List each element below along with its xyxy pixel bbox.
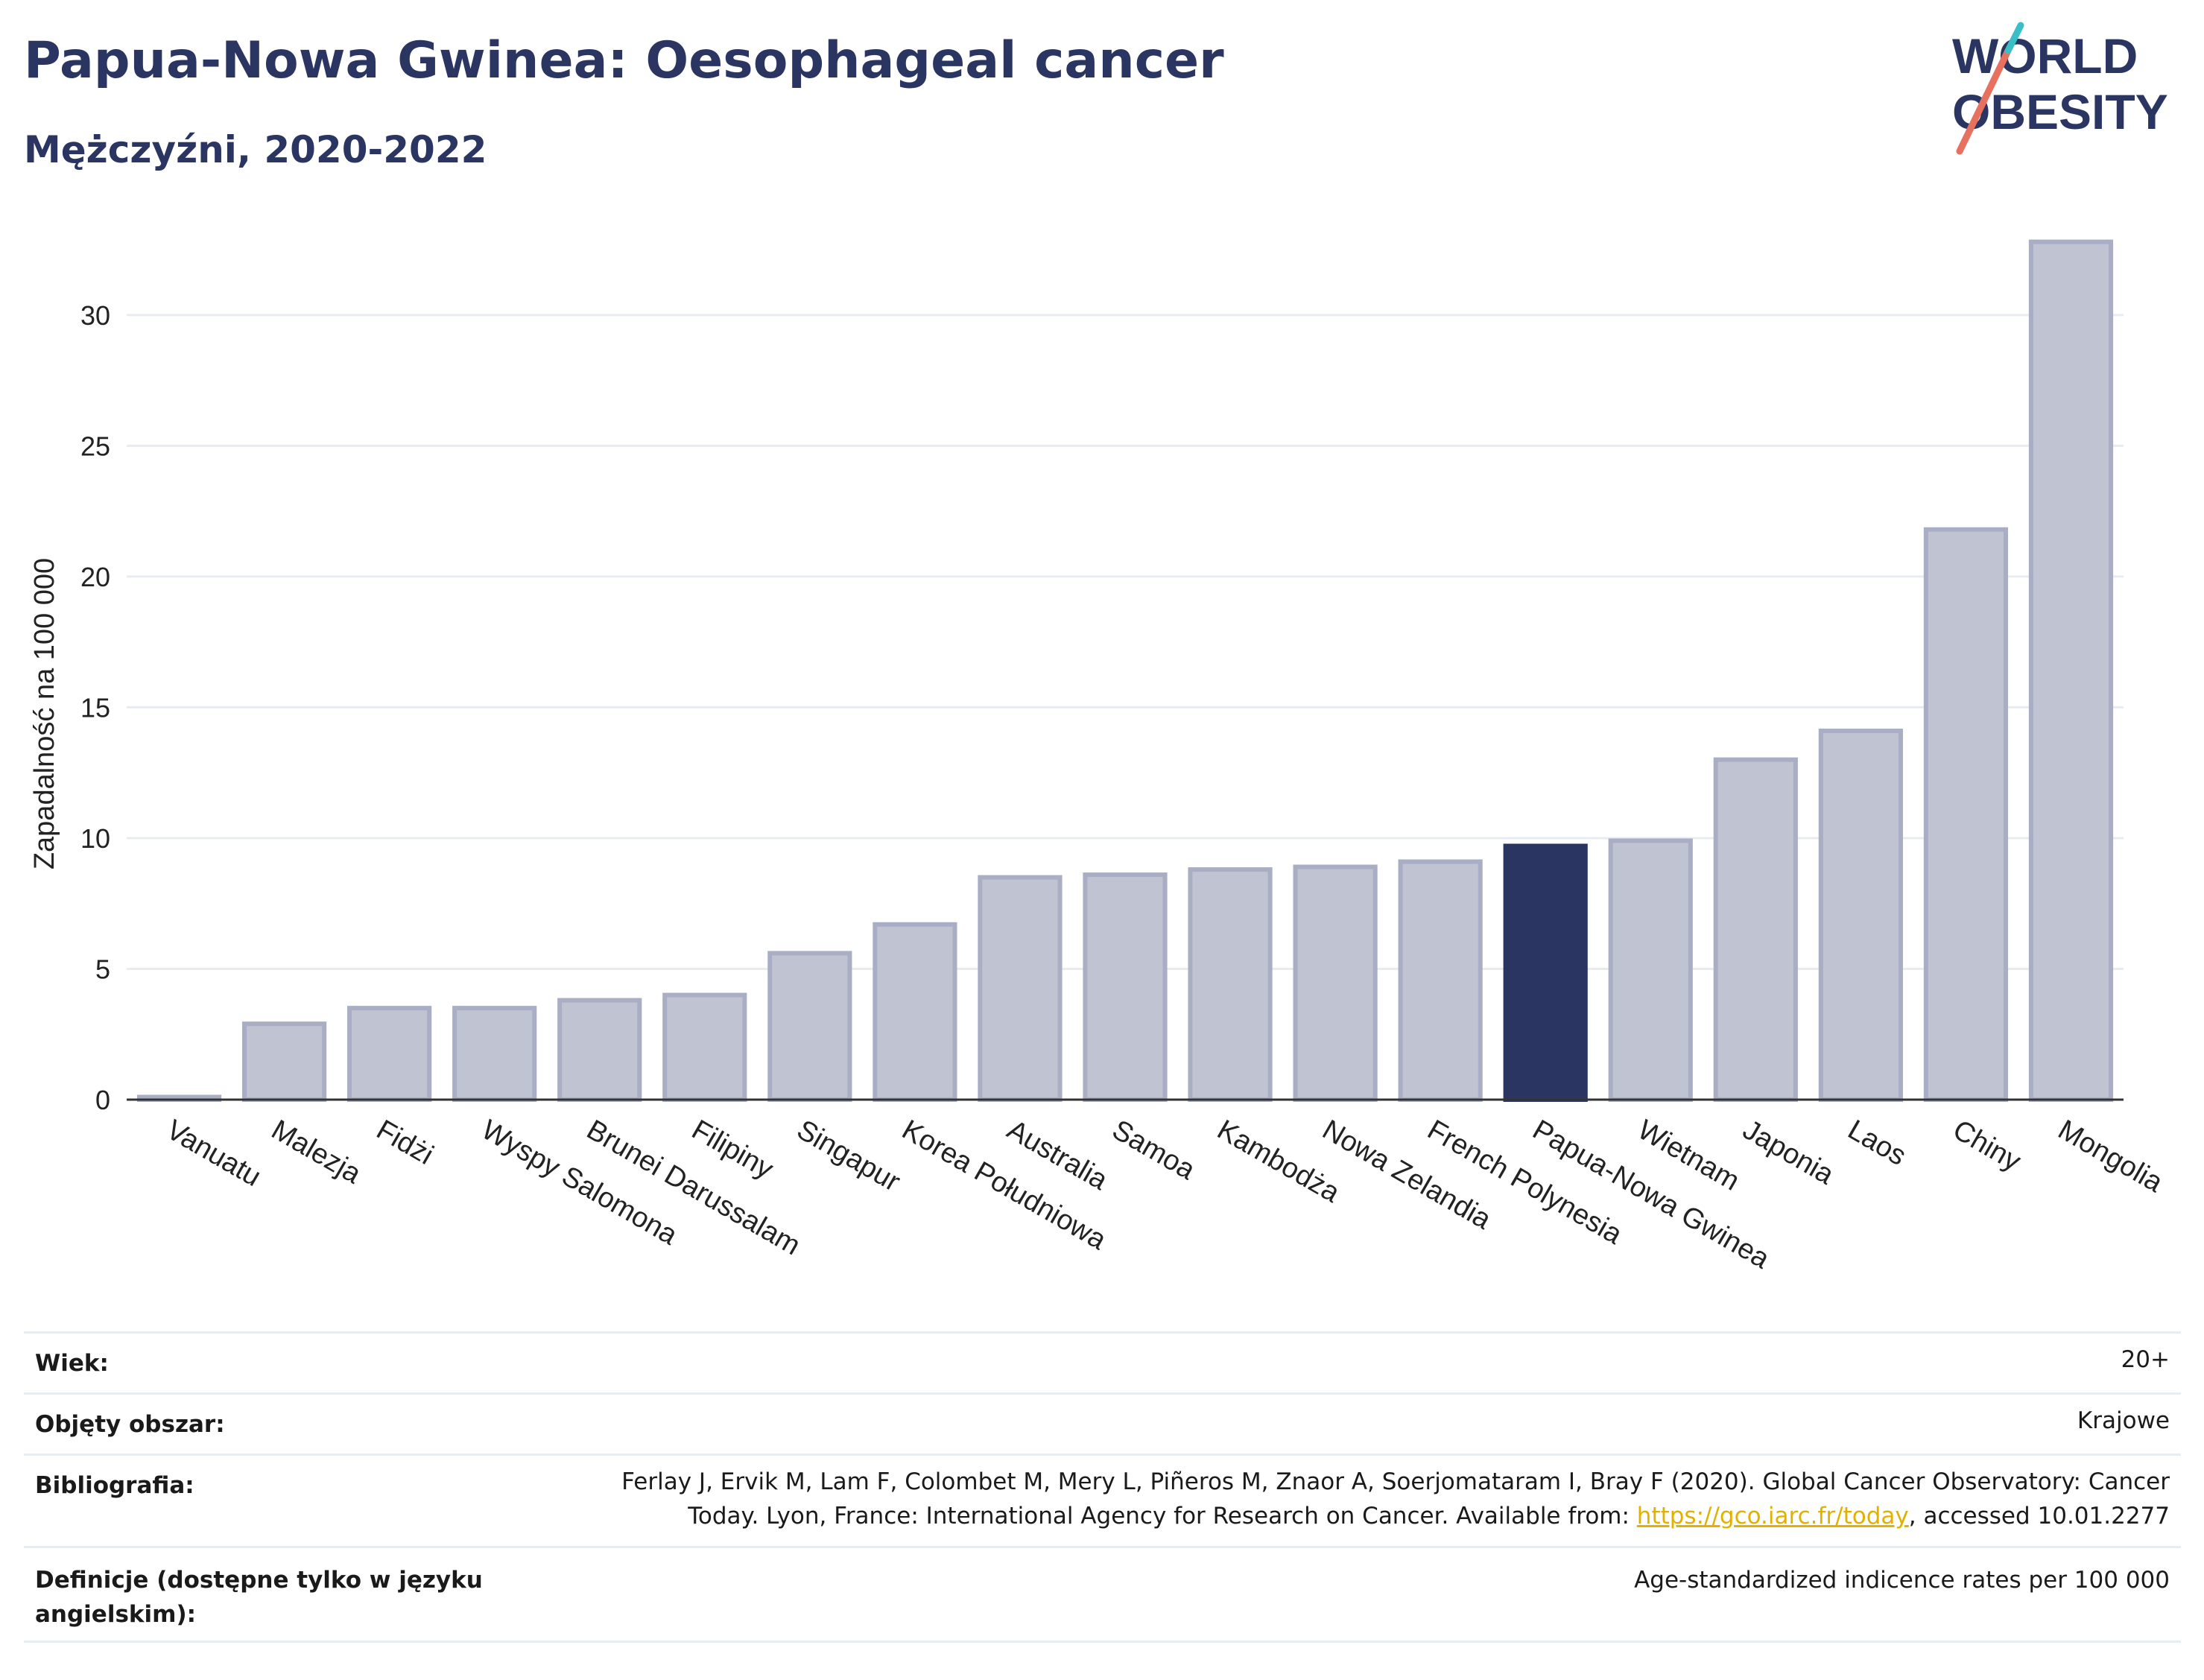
bar-korea-południowa bbox=[873, 922, 957, 1103]
y-tick-label: 30 bbox=[80, 300, 110, 331]
x-tick-label: Singapur bbox=[791, 1114, 905, 1198]
y-tick-label: 5 bbox=[95, 954, 110, 984]
y-tick-label: 0 bbox=[95, 1085, 110, 1115]
x-tick-label: Fidżi bbox=[371, 1114, 438, 1170]
bar-singapur bbox=[767, 951, 852, 1102]
y-tick-label: 15 bbox=[80, 692, 110, 723]
bar-malezja bbox=[241, 1021, 327, 1103]
bar-chiny bbox=[1923, 527, 2009, 1102]
chart-title: Papua-Nowa Gwinea: Oesophageal cancer bbox=[24, 31, 1224, 90]
x-tick-label: Wyspy Salomona bbox=[476, 1114, 683, 1251]
bar-wyspy-salomona bbox=[452, 1006, 537, 1102]
y-tick-label: 25 bbox=[80, 431, 110, 461]
bar-mongolia bbox=[2028, 239, 2114, 1102]
meta-value-area: Krajowe bbox=[2077, 1407, 2170, 1434]
x-tick-label: Mongolia bbox=[2053, 1114, 2168, 1199]
x-tick-label: Malezja bbox=[266, 1114, 367, 1190]
bibliography-line1: Ferlay J, Ervik M, Lam F, Colombet M, Me… bbox=[621, 1468, 2170, 1495]
y-tick-label: 10 bbox=[80, 823, 110, 854]
meta-row-age: Wiek: 20+ bbox=[24, 1331, 2181, 1395]
meta-row-bibliography: Bibliografia: Ferlay J, Ervik M, Lam F, … bbox=[24, 1454, 2181, 1548]
bar-laos bbox=[1818, 729, 1903, 1102]
y-tick-labels: 0 5 10 15 20 25 30 bbox=[80, 300, 110, 1115]
meta-label-area: Objęty obszar: bbox=[35, 1411, 225, 1438]
meta-label-definitions: Definicje (dostępne tylko w języku angie… bbox=[35, 1567, 483, 1628]
bar-papua-nowa-gwinea bbox=[1503, 843, 1588, 1102]
x-tick-labels: Vanuatu Malezja Fidżi Wyspy SalomonaBrunei … bbox=[161, 1114, 2168, 1275]
bar-brunei-darussalam bbox=[557, 998, 642, 1103]
x-tick-label: Vanuatu bbox=[161, 1114, 266, 1193]
bar-filipiny bbox=[662, 992, 747, 1102]
bar-wietnam bbox=[1608, 838, 1693, 1103]
bar-japonia bbox=[1713, 757, 1798, 1102]
bibliography-line2-post: , accessed 10.01.2277 bbox=[1908, 1503, 2170, 1530]
logo-line1: WORLD bbox=[1952, 28, 2138, 83]
bar-chart: 0 5 10 15 20 25 30 Vanuatu Malezja Fidżi Wyspy Sa… bbox=[29, 239, 2168, 1275]
y-tick-label: 20 bbox=[80, 562, 110, 592]
meta-value-definitions: Age-standardized indicence rates per 100… bbox=[1634, 1567, 2170, 1594]
x-tick-label: French Polynesia bbox=[1422, 1114, 1628, 1251]
x-tick-label: Chiny bbox=[1948, 1114, 2026, 1177]
x-tick-label: Laos bbox=[1843, 1114, 1911, 1172]
chart-subtitle: Mężczyźni, 2020-2022 bbox=[24, 128, 487, 171]
bars bbox=[136, 239, 2114, 1103]
bar-fidżi bbox=[347, 1006, 432, 1102]
world-obesity-logo: WORLD OBESITY bbox=[1952, 22, 2168, 155]
bar-nowa-zelandia bbox=[1293, 864, 1378, 1103]
meta-row-definitions: Definicje (dostępne tylko w języku angie… bbox=[24, 1546, 2181, 1643]
bar-french-polynesia bbox=[1398, 859, 1483, 1102]
bar-kambodża bbox=[1188, 867, 1273, 1102]
meta-label-bibliography: Bibliografia: bbox=[35, 1472, 194, 1499]
meta-label-age: Wiek: bbox=[35, 1350, 109, 1377]
meta-value-bibliography: Ferlay J, Ervik M, Lam F, Colombet M, Me… bbox=[621, 1465, 2170, 1533]
meta-row-area: Objęty obszar: Krajowe bbox=[24, 1392, 2181, 1456]
x-tick-label: Samoa bbox=[1107, 1114, 1201, 1186]
meta-value-age: 20+ bbox=[2121, 1346, 2170, 1373]
bibliography-line2-pre: Today. Lyon, France: International Agenc… bbox=[688, 1503, 1637, 1530]
y-axis-label: Zapadalność na 100 000 bbox=[29, 558, 60, 869]
bibliography-link[interactable]: https://gco.iarc.fr/today bbox=[1636, 1503, 1909, 1530]
bar-samoa bbox=[1083, 872, 1168, 1102]
x-tick-label: Japonia bbox=[1738, 1114, 1840, 1191]
bar-australia bbox=[978, 875, 1063, 1102]
